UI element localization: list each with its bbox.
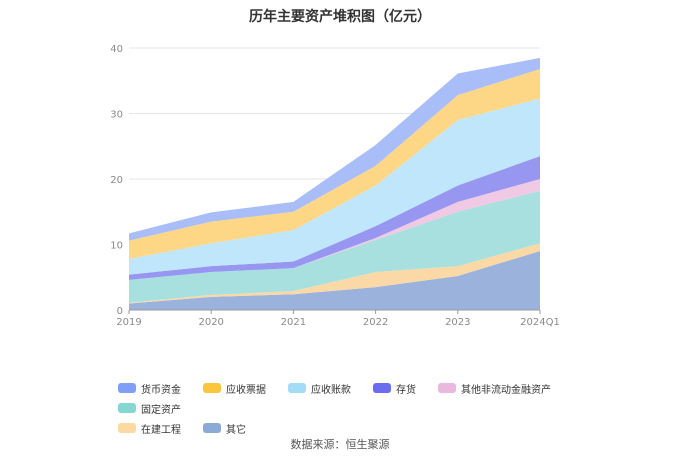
area-应收账款	[129, 98, 540, 275]
legend: 货币资金 应收票据 应收账款 存货 其他非流动金融资产固定资产 在建工程 其它	[118, 378, 578, 438]
x-axis: 2019 2020 2021 2022 2023 2024Q1	[116, 309, 560, 328]
legend-swatch	[438, 383, 456, 393]
legend-item[interactable]: 应收账款	[288, 378, 351, 398]
legend-swatch	[118, 383, 136, 393]
legend-swatch	[288, 383, 306, 393]
area-在建工程	[129, 243, 540, 304]
legend-item[interactable]: 应收票据	[203, 378, 266, 398]
x-tick-label: 2023	[445, 317, 470, 328]
legend-item[interactable]: 存货	[373, 378, 416, 398]
legend-item[interactable]: 固定资产	[118, 398, 181, 418]
legend-label: 其他非流动金融资产	[461, 384, 551, 396]
area-货币资金	[129, 57, 540, 241]
legend-row-2: 在建工程 其它	[118, 418, 578, 438]
x-tick-label: 2024Q1	[520, 317, 560, 328]
legend-swatch	[203, 423, 221, 433]
legend-label: 货币资金	[141, 384, 181, 396]
area-series	[129, 57, 540, 310]
area-其它	[129, 251, 540, 310]
y-tick-label: 10	[110, 241, 123, 252]
legend-swatch	[118, 423, 136, 433]
legend-label: 存货	[396, 384, 416, 396]
legend-item[interactable]: 其他非流动金融资产	[438, 378, 551, 398]
x-tick-label: 2019	[116, 317, 141, 328]
chart-title: 历年主要资产堆积图（亿元）	[249, 9, 431, 25]
y-tick-label: 30	[110, 110, 123, 121]
y-tick-label: 20	[110, 175, 123, 186]
legend-label: 其它	[226, 424, 246, 436]
legend-swatch	[373, 383, 391, 393]
x-tick-label: 2022	[363, 317, 388, 328]
legend-label: 固定资产	[141, 404, 181, 416]
x-tick-label: 2021	[281, 317, 306, 328]
legend-label: 应收票据	[226, 384, 266, 396]
area-应收票据	[129, 68, 540, 259]
x-tick-label: 2020	[198, 317, 223, 328]
legend-label: 应收账款	[311, 384, 351, 396]
legend-swatch	[118, 403, 136, 413]
data-source: 数据来源：恒生聚源	[290, 438, 390, 451]
legend-row-1: 货币资金 应收票据 应收账款 存货 其他非流动金融资产固定资产	[118, 378, 578, 418]
legend-item[interactable]: 在建工程	[118, 418, 181, 438]
stacked-area-chart: 0 10 20 30 40 2019 2020 2021 2022 2023 2024Q1	[110, 44, 560, 328]
legend-item[interactable]: 其它	[203, 418, 246, 438]
legend-item[interactable]: 货币资金	[118, 378, 181, 398]
legend-swatch	[203, 383, 221, 393]
y-axis-ticks: 0 10 20 30 40	[110, 44, 123, 317]
legend-label: 在建工程	[141, 424, 181, 436]
y-tick-label: 40	[110, 44, 123, 55]
y-tick-label: 0	[117, 306, 123, 317]
